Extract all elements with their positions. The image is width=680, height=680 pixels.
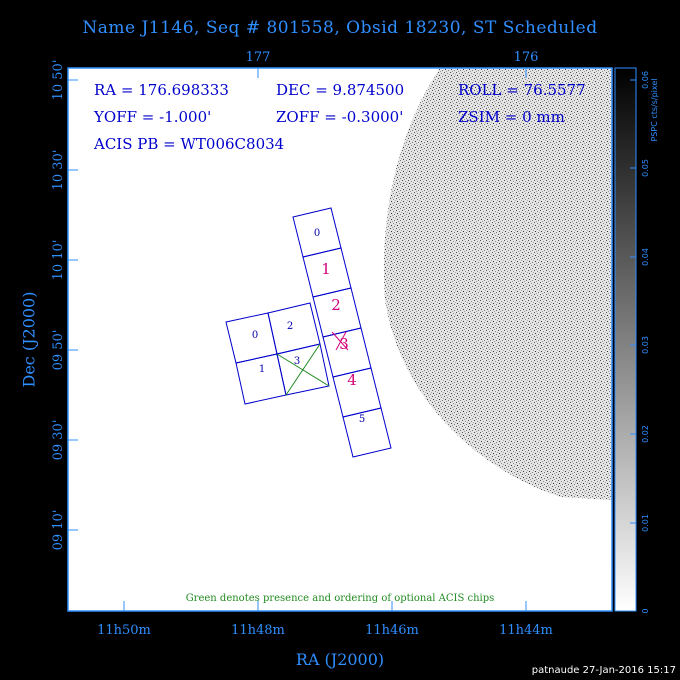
top-tick-label: 176 <box>514 50 539 65</box>
chip-i1-label: 1 <box>259 364 265 375</box>
chip-i3-label: 3 <box>294 356 300 367</box>
colorbar-tick-label: 0.04 <box>641 248 650 266</box>
chip-s4-label: 4 <box>347 371 357 389</box>
y-tick-label: 10 30' <box>51 150 66 191</box>
aimpoint-marker <box>331 331 349 351</box>
colorbar-ticks <box>630 79 636 612</box>
chip-s2-label: 2 <box>331 296 341 314</box>
info-zoff: ZOFF = -0.3000' <box>276 108 403 126</box>
x-tick-label: 11h50m <box>97 623 151 638</box>
top-tick-label: 177 <box>246 50 271 65</box>
plot-frame <box>67 67 613 612</box>
optional-chip-marker <box>276 343 330 396</box>
info-ra: RA = 176.698333 <box>94 81 229 99</box>
y-tick-label: 10 10' <box>51 240 66 281</box>
info-acis-pb: ACIS PB = WT006C8034 <box>93 135 284 153</box>
y-tick-label: 09 30' <box>51 420 66 461</box>
colorbar-tick-label: 0.06 <box>641 71 650 89</box>
colorbar-tick-label: 0 <box>641 608 650 613</box>
info-dec: DEC = 9.874500 <box>276 81 404 99</box>
y-axis-label: Dec (J2000) <box>19 291 39 388</box>
y-tick-label: 10 50' <box>51 60 66 101</box>
footer-stamp: patnaude 27-Jan-2016 15:17 <box>531 665 676 676</box>
y-tick-label: 09 10' <box>51 510 66 551</box>
chip-s1-label: 1 <box>321 260 331 278</box>
colorbar-label: PSPC cts/s/pixel <box>650 78 659 141</box>
info-yoff: YOFF = -1.000' <box>93 108 211 126</box>
pspc-image <box>383 68 612 500</box>
chip-i0-label: 0 <box>252 330 258 341</box>
axis-ticks <box>68 68 527 611</box>
chip-s5-label: 5 <box>359 414 365 425</box>
colorbar-tick-label: 0.03 <box>641 336 650 354</box>
colorbar-tick-label: 0.05 <box>641 159 650 177</box>
colorbar-tick-label: 0.02 <box>641 425 650 443</box>
x-tick-label: 11h48m <box>231 623 285 638</box>
optional-chips-note: Green denotes presence and ordering of o… <box>186 593 495 604</box>
plot-title: Name J1146, Seq # 801558, Obsid 18230, S… <box>82 18 598 38</box>
x-axis-label: RA (J2000) <box>295 650 385 669</box>
chip-i2-label: 2 <box>287 321 293 332</box>
y-tick-label: 09 50' <box>51 330 66 371</box>
colorbar-tick-label: 0.01 <box>641 514 650 532</box>
x-tick-label: 11h44m <box>499 623 553 638</box>
acis-s-array <box>292 207 392 458</box>
info-roll: ROLL = 76.5577 <box>458 81 586 99</box>
chip-s0-label: 0 <box>314 228 320 239</box>
x-tick-label: 11h46m <box>365 623 419 638</box>
colorbar <box>614 67 637 612</box>
info-zsim: ZSIM = 0 mm <box>458 108 565 126</box>
chip-s3-label: 3 <box>339 335 349 353</box>
